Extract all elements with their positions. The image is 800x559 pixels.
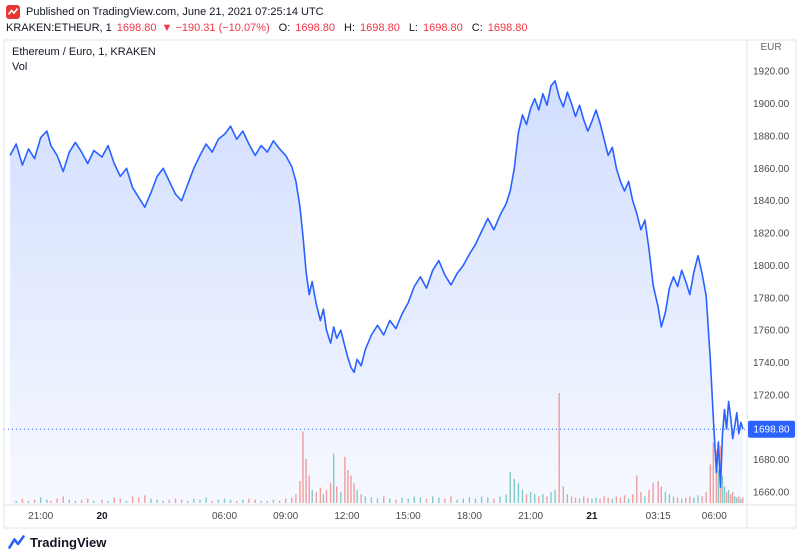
low-value: 1698.80 <box>423 22 463 34</box>
x-axis-label[interactable]: 21:00 <box>28 511 53 522</box>
open-label: O: <box>278 22 291 34</box>
y-axis-label[interactable]: 1800.00 <box>753 261 790 272</box>
y-axis-label[interactable]: 1720.00 <box>753 390 790 401</box>
y-axis-label[interactable]: 1680.00 <box>753 455 790 466</box>
x-axis-label[interactable]: 12:00 <box>334 511 359 522</box>
brand-name: TradingView <box>30 535 107 550</box>
last-price: 1698.80 <box>116 22 157 34</box>
x-axis-label[interactable]: 06:00 <box>702 511 727 522</box>
x-axis-label[interactable]: 09:00 <box>273 511 298 522</box>
y-axis-label[interactable]: 1660.00 <box>753 488 790 499</box>
symbol-row: KRAKEN:ETHEUR, 1 1698.80 ▼ −190.31 (−10.… <box>6 22 528 34</box>
x-axis-label[interactable]: 18:00 <box>457 511 482 522</box>
high-value: 1698.80 <box>360 22 400 34</box>
close-value: 1698.80 <box>487 22 528 34</box>
y-axis-label[interactable]: 1860.00 <box>753 164 790 175</box>
price-badge-value: 1698.80 <box>753 425 790 436</box>
published-text: Published on TradingView.com, June 21, 2… <box>26 6 324 18</box>
tradingview-logo-icon <box>6 5 20 19</box>
x-axis-label[interactable]: 03:15 <box>646 511 671 522</box>
low-label: L: <box>408 22 418 34</box>
y-axis-label[interactable]: 1780.00 <box>753 293 790 304</box>
y-axis-label[interactable]: 1820.00 <box>753 229 790 240</box>
chart-legend: Ethereum / Euro, 1, KRAKEN Vol <box>12 45 156 75</box>
x-axis-label[interactable]: 15:00 <box>396 511 421 522</box>
close-label: C: <box>471 22 483 34</box>
legend-volume-label[interactable]: Vol <box>12 61 28 73</box>
published-header: Published on TradingView.com, June 21, 2… <box>6 5 324 19</box>
volume-bars <box>15 393 744 503</box>
x-axis-label[interactable]: 21 <box>586 511 598 522</box>
y-axis-label[interactable]: 1880.00 <box>753 131 790 142</box>
y-axis-label[interactable]: 1740.00 <box>753 358 790 369</box>
y-axis-label[interactable]: 1840.00 <box>753 196 790 207</box>
y-axis-label[interactable]: 1920.00 <box>753 67 790 78</box>
price-area <box>10 80 743 506</box>
x-axis-label[interactable]: 06:00 <box>212 511 237 522</box>
high-label: H: <box>344 22 356 34</box>
y-axis-label[interactable]: 1760.00 <box>753 326 790 337</box>
symbol-name: KRAKEN:ETHEUR, 1 <box>6 22 112 34</box>
price-badge <box>748 420 795 438</box>
y-axis-label[interactable]: 1900.00 <box>753 99 790 110</box>
tradingview-logo-footer-icon <box>8 535 25 549</box>
price-line <box>9 80 744 488</box>
price-change: ▼ −190.31 (−10.07%) <box>161 22 270 34</box>
x-axis-label[interactable]: 21:00 <box>518 511 543 522</box>
open-value: 1698.80 <box>295 22 336 34</box>
x-axis-label[interactable]: 20 <box>96 511 108 522</box>
footer-brand[interactable]: TradingView <box>8 535 106 550</box>
legend-title[interactable]: Ethereum / Euro, 1, KRAKEN <box>12 46 156 58</box>
chart-frame <box>3 39 797 529</box>
axis-currency-label: EUR <box>760 42 781 53</box>
